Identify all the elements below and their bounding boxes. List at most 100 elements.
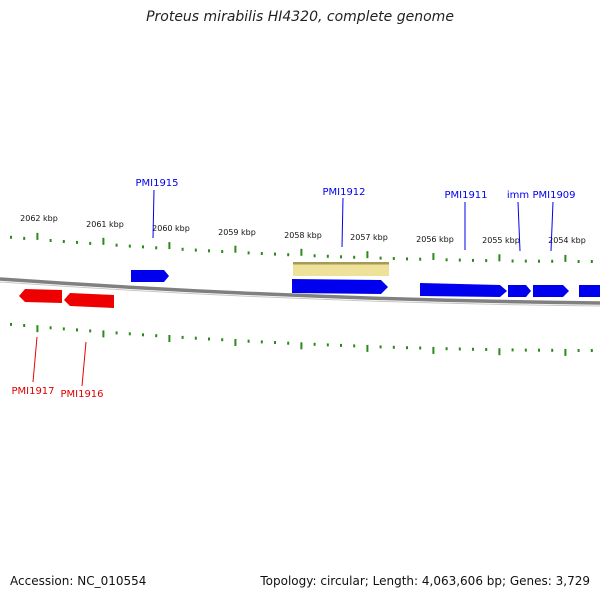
lower-tick <box>10 322 12 326</box>
gene-pmi1909[interactable] <box>533 285 569 297</box>
label-imm[interactable]: imm <box>507 190 529 201</box>
lower-tick <box>142 333 144 337</box>
kbp-label: 2055 kbp <box>482 236 520 245</box>
upper-tick <box>564 254 567 262</box>
upper-tick <box>406 257 408 261</box>
label-pmi1916[interactable]: PMI1916 <box>60 389 103 400</box>
lower-tick <box>168 335 171 342</box>
upper-tick <box>128 244 131 248</box>
label-pmi1909[interactable]: PMI1909 <box>532 190 575 201</box>
lower-tick <box>406 346 408 350</box>
kbp-label: 2056 kbp <box>416 235 454 244</box>
genome-backbone-shadow <box>0 281 600 307</box>
accession-text: Accession: NC_010554 <box>10 574 147 588</box>
lower-tick <box>313 342 316 346</box>
lower-tick-row <box>10 322 593 356</box>
lower-tick <box>247 339 250 343</box>
upper-tick <box>10 235 12 239</box>
kbp-label: 2058 kbp <box>284 231 322 240</box>
lower-tick <box>287 341 290 345</box>
upper-tick <box>76 240 78 244</box>
upper-tick <box>260 252 263 255</box>
upper-tick <box>102 237 105 245</box>
upper-tick <box>524 259 527 263</box>
lower-tick <box>551 348 554 352</box>
lower-tick <box>445 347 448 351</box>
upper-tick <box>181 247 184 251</box>
gene-pmi1917[interactable] <box>19 289 62 303</box>
label-pmi1911[interactable]: PMI1911 <box>444 190 487 201</box>
genome-summary-text: Topology: circular; Length: 4,063,606 bp… <box>260 574 590 588</box>
lower-tick <box>181 335 184 339</box>
gene-imm[interactable] <box>508 285 531 297</box>
gene-pmi1912[interactable] <box>292 279 388 294</box>
lower-tick <box>524 348 527 352</box>
gene-pmi1911[interactable] <box>420 283 507 297</box>
lower-tick <box>23 324 26 327</box>
upper-tick <box>194 248 197 252</box>
upper-tick <box>577 260 580 263</box>
lower-tick <box>577 349 580 352</box>
upper-tick <box>392 257 395 260</box>
lower-tick <box>221 338 224 342</box>
lower-tick <box>49 326 52 330</box>
upper-tick <box>62 240 65 243</box>
label-pmi1917[interactable]: PMI1917 <box>11 386 54 397</box>
upper-tick <box>485 259 488 263</box>
upper-tick <box>590 260 593 263</box>
upper-tick <box>221 250 224 253</box>
upper-tick <box>274 252 276 256</box>
lower-tick <box>353 344 356 348</box>
upper-tick <box>432 253 435 260</box>
upper-tick <box>36 232 39 240</box>
lower-tick <box>458 347 461 351</box>
upper-tick <box>89 241 92 245</box>
kbp-label: 2062 kbp <box>20 214 58 223</box>
callout-pmi1916 <box>81 341 87 387</box>
lower-tick <box>472 347 474 351</box>
highlight-region[interactable] <box>293 262 389 276</box>
upper-tick <box>498 254 501 262</box>
upper-tick <box>366 251 369 259</box>
upper-tick <box>472 258 474 262</box>
lower-tick <box>62 327 65 331</box>
upper-tick <box>49 239 52 242</box>
gene-pmi1916[interactable] <box>64 293 114 308</box>
upper-tick <box>326 254 329 258</box>
lower-tick <box>366 344 369 352</box>
upper-tick <box>247 251 250 255</box>
upper-tick <box>155 246 158 250</box>
lower-tick <box>155 334 158 338</box>
lower-tick <box>89 329 92 333</box>
kbp-label: 2054 kbp <box>548 236 586 245</box>
gene-partial-right[interactable] <box>579 285 600 297</box>
upper-tick <box>538 259 540 263</box>
lower-tick <box>498 348 501 356</box>
lower-tick <box>128 332 131 336</box>
kbp-labels: 2062 kbp 2061 kbp 2060 kbp 2059 kbp 2058 kbp… <box>20 214 586 245</box>
label-pmi1915[interactable]: PMI1915 <box>135 178 178 189</box>
lower-tick <box>260 340 263 344</box>
gene-pmi1915[interactable] <box>131 270 169 282</box>
upper-tick <box>353 255 356 259</box>
upper-tick <box>313 254 316 258</box>
genome-backbone <box>0 277 600 305</box>
lower-tick <box>564 348 567 356</box>
upper-tick <box>551 259 554 263</box>
upper-tick <box>419 257 422 261</box>
kbp-label: 2061 kbp <box>86 220 124 229</box>
lower-tick <box>115 331 118 335</box>
lower-tick <box>300 342 303 350</box>
upper-tick <box>168 242 171 250</box>
kbp-label: 2060 kbp <box>152 224 190 233</box>
upper-tick-row <box>10 232 593 263</box>
upper-tick <box>379 256 382 260</box>
upper-tick <box>23 236 26 240</box>
upper-tick <box>511 259 514 263</box>
lower-tick <box>511 348 514 352</box>
lower-tick <box>208 337 210 341</box>
label-pmi1912[interactable]: PMI1912 <box>322 187 365 198</box>
callout-pmi1917 <box>32 336 38 383</box>
lower-tick <box>538 348 540 352</box>
